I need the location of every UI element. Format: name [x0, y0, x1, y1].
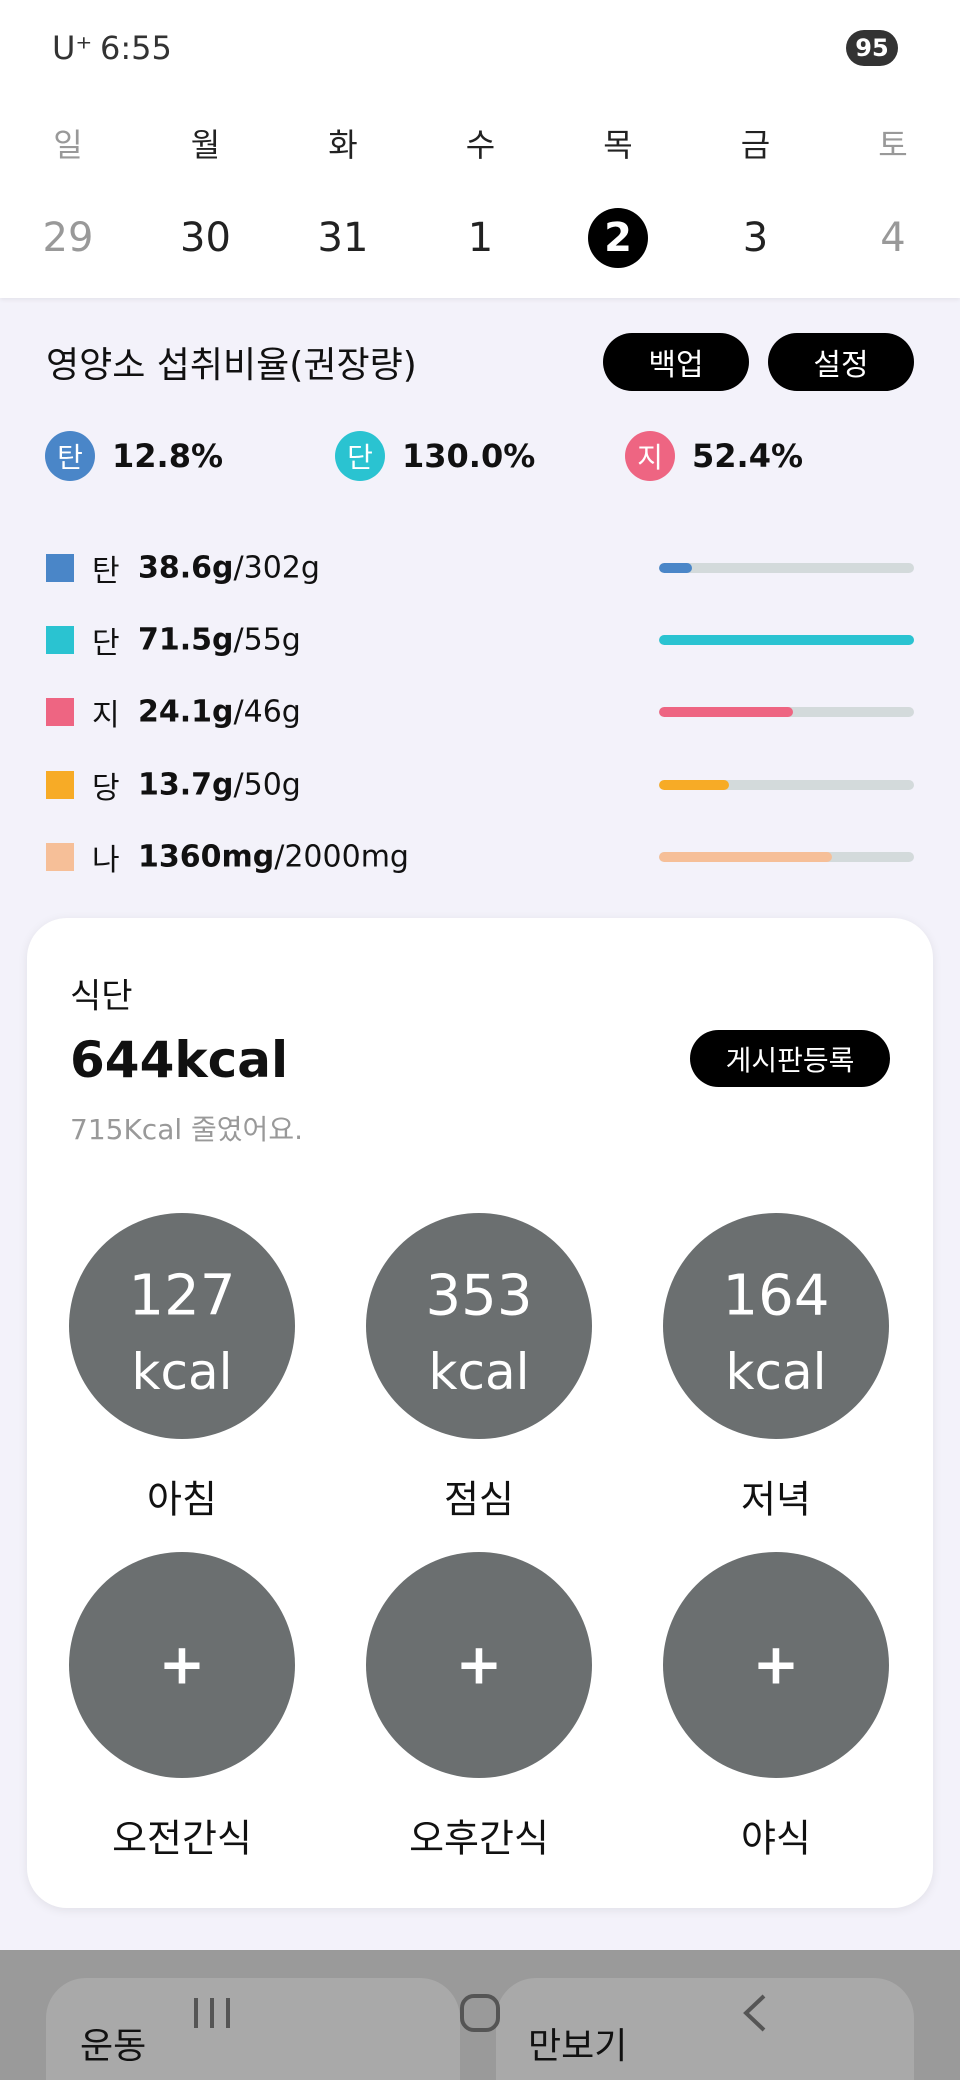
item-target: /50g: [233, 767, 301, 803]
diet-note: 715Kcal 줄였어요.: [70, 1113, 303, 1146]
status-carrier: U⁺: [52, 29, 93, 67]
item-abbr: 단: [92, 626, 120, 662]
meal-name: 야식: [741, 1816, 811, 1861]
meal-circle[interactable]: [663, 1552, 889, 1778]
nav-tab[interactable]: [496, 1978, 914, 2080]
item-amount: 24.1g: [138, 694, 234, 730]
weekday: 일: [53, 126, 83, 164]
diet-total: 644kcal: [70, 1031, 289, 1089]
diet-title: 식단: [70, 976, 133, 1017]
item-abbr: 지: [92, 698, 120, 734]
backup-button[interactable]: 백업: [603, 333, 749, 391]
item-target: /302g: [233, 550, 320, 586]
status-time: 6:55: [100, 29, 172, 67]
item-track: [659, 707, 914, 718]
item-target: /2000mg: [274, 839, 409, 875]
meal-circle[interactable]: [366, 1213, 592, 1439]
date[interactable]: 3: [742, 215, 769, 261]
meal-kcal: 164: [722, 1263, 830, 1329]
date[interactable]: 31: [317, 215, 369, 261]
nav-label: 만보기: [528, 2026, 628, 2067]
weekday: 목: [603, 126, 633, 164]
ratio-icon: 탄: [45, 431, 95, 481]
date[interactable]: 30: [180, 215, 231, 261]
item-abbr: 탄: [92, 554, 120, 589]
system-nav: [194, 1994, 766, 2032]
meal-circle[interactable]: [366, 1552, 592, 1778]
item-swatch: [46, 626, 74, 655]
meal-circle[interactable]: [69, 1213, 295, 1439]
item-bar: [659, 779, 729, 790]
ratio-value: 12.8%: [112, 437, 224, 475]
item-swatch: [46, 770, 74, 799]
item-bar: [659, 563, 692, 573]
item-amount: 71.5g: [138, 622, 234, 658]
item-bar: [659, 635, 914, 646]
nav-label: 운동: [80, 2026, 147, 2067]
item-swatch: [46, 554, 74, 582]
item-track: [659, 563, 914, 573]
date[interactable]: 4: [880, 215, 906, 261]
item-track: [659, 779, 914, 790]
weekday: 토: [878, 126, 908, 164]
meal-unit: kcal: [725, 1343, 827, 1401]
date[interactable]: 29: [42, 215, 94, 261]
board-button[interactable]: 게시판등록: [690, 1030, 890, 1087]
item-abbr: 나: [92, 842, 120, 878]
meal-name: 점심: [444, 1477, 514, 1522]
battery: 95: [846, 30, 898, 66]
date[interactable]: 2: [604, 215, 632, 261]
item-bar: [659, 707, 793, 718]
ratio-icon: 단: [335, 431, 385, 481]
item-track: [659, 635, 914, 646]
item-target: /55g: [233, 622, 301, 658]
date[interactable]: 1: [467, 215, 494, 261]
weekday: 화: [328, 126, 358, 164]
item-track: [659, 851, 914, 862]
meal-add: +: [158, 1632, 206, 1698]
item-amount: 13.7g: [138, 767, 234, 803]
meal-name: 아침: [147, 1477, 217, 1522]
meal-add: +: [752, 1632, 800, 1698]
item-amount: 38.6g: [138, 550, 234, 586]
item-amount: 1360mg: [138, 839, 275, 875]
meal-circle[interactable]: [69, 1552, 295, 1778]
meal-kcal: 353: [425, 1263, 533, 1329]
meal-name: 오전간식: [112, 1816, 252, 1861]
nutrition-title: 영양소 섭취비율(권장량): [46, 345, 417, 386]
meal-add: +: [455, 1632, 503, 1698]
meal-circle[interactable]: [663, 1213, 889, 1439]
item-target: /46g: [233, 694, 301, 730]
ratio-value: 52.4%: [692, 437, 804, 475]
meal-unit: kcal: [131, 1343, 233, 1401]
item-swatch: [46, 698, 74, 727]
weekday: 월: [190, 126, 221, 164]
ratio-icon: 지: [625, 431, 675, 481]
item-bar: [659, 851, 833, 862]
weekday: 금: [740, 126, 771, 164]
nav-tab[interactable]: [46, 1978, 460, 2080]
header: [0, 0, 960, 298]
settings-button[interactable]: 설정: [768, 333, 914, 391]
item-swatch: [46, 842, 74, 871]
weekday: 수: [465, 126, 496, 164]
meal-name: 오후간식: [409, 1816, 549, 1861]
meal-unit: kcal: [428, 1343, 530, 1401]
meal-kcal: 127: [128, 1263, 236, 1329]
ratio-value: 130.0%: [402, 437, 536, 475]
meal-name: 저녁: [741, 1477, 811, 1522]
item-abbr: 당: [92, 770, 120, 806]
date-selected-bg: [588, 208, 648, 268]
